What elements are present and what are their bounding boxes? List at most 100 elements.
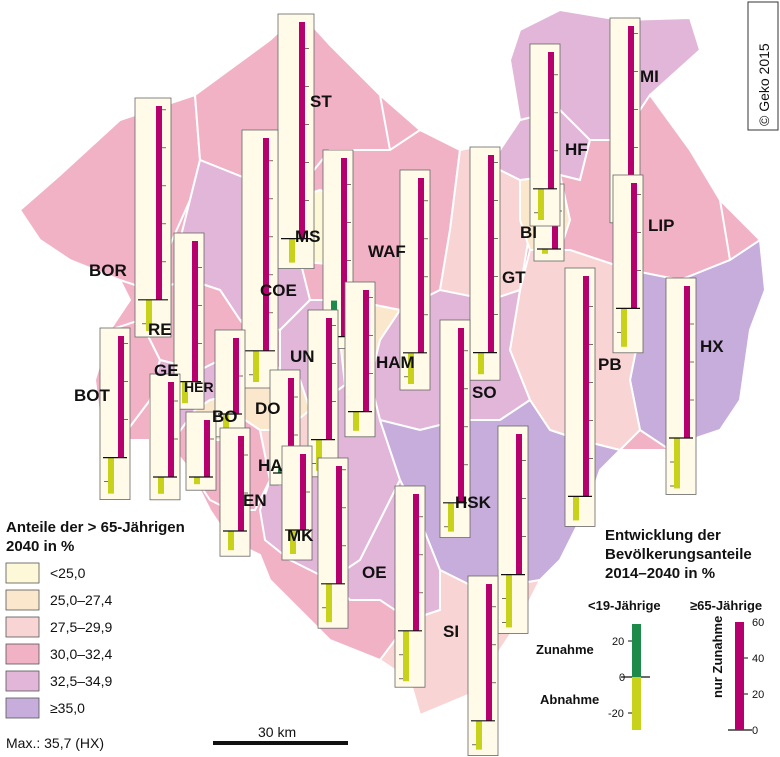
diagram-re — [173, 232, 205, 410]
bar-old-pb — [583, 276, 589, 497]
bar-young-bor — [146, 299, 152, 331]
legend-class-label-2: 25,0–27,4 — [50, 592, 112, 608]
diagram-box-hf — [529, 43, 561, 227]
legend-class-label-4: 30,0–32,4 — [50, 646, 112, 662]
diagram-hx — [665, 277, 697, 495]
legend-class-label-5: 32,5–34,9 — [50, 673, 112, 689]
bar-young-ha — [290, 530, 296, 554]
diagram-box-st — [277, 13, 315, 270]
bar-young-bot — [108, 457, 114, 494]
bar-old-waf — [418, 178, 424, 353]
legend-swatch-2 — [5, 589, 40, 611]
legend-young-ticks: 20 0 -20 — [608, 636, 632, 720]
label-re: RE — [148, 320, 172, 339]
legend-old-tick-20: 20 — [752, 689, 764, 701]
bar-old-un — [326, 318, 332, 440]
legend-old-tick-40: 40 — [752, 653, 764, 665]
bar-young-si — [476, 720, 482, 750]
legend-title-line1: Anteile der > 65-Jährigen — [6, 519, 185, 536]
bar-old-hsk — [516, 434, 522, 575]
diagram-gt — [469, 146, 501, 381]
label-pb: PB — [598, 355, 622, 374]
label-st: ST — [310, 92, 332, 111]
label-en: EN — [243, 491, 267, 510]
diagram-si — [467, 575, 499, 757]
diagram-box-her — [214, 329, 246, 438]
diagram-bo — [185, 411, 217, 491]
diagram-box-en — [219, 427, 251, 557]
bar-young-un — [316, 439, 322, 471]
label-ha: HA — [258, 456, 283, 475]
bar-young-hx — [674, 438, 680, 489]
diagram-bot — [99, 327, 131, 501]
label-do: DO — [255, 399, 281, 418]
bar-young-re — [182, 381, 188, 404]
label-oe: OE — [362, 563, 387, 582]
bar-old-si — [486, 584, 492, 721]
bar-old-ms — [341, 158, 347, 337]
bar-young-en — [228, 531, 234, 551]
diagram-box-ham — [344, 281, 376, 438]
diagram-box-hsk — [497, 425, 529, 634]
diagram-mk — [317, 457, 349, 629]
legend-swatch-3 — [5, 616, 40, 638]
diagram-waf — [399, 169, 431, 391]
label-coe: COE — [260, 281, 297, 300]
diagram-bor — [134, 97, 172, 338]
legend-young-tick-20: 20 — [612, 636, 624, 648]
legend-increase-label: Zunahme — [536, 642, 594, 657]
bar-old-oe — [413, 494, 419, 631]
diagram-ham — [344, 281, 376, 438]
legend-old-bar — [735, 622, 744, 730]
label-ms: MS — [295, 227, 321, 246]
diagram-box-bot — [99, 327, 131, 501]
legend-swatch-1 — [5, 562, 40, 584]
copyright-text: © Geko 2015 — [756, 43, 772, 126]
label-bi: BI — [520, 223, 537, 242]
legend-old-label: ≥65-Jährige — [690, 598, 762, 613]
diagram-so — [439, 319, 471, 539]
label-hf: HF — [565, 140, 588, 159]
label-gt: GT — [502, 268, 526, 287]
diagram-box-oe — [394, 485, 426, 688]
bar-old-her — [233, 338, 239, 414]
diagram-box-mk — [317, 457, 349, 629]
diagram-ge — [149, 373, 181, 501]
diagram-en — [219, 427, 251, 557]
legend-swatch-5 — [5, 670, 40, 692]
legend-class-label-3: 27,5–29,9 — [50, 619, 112, 635]
bar-old-re — [192, 241, 198, 382]
bar-old-mi — [628, 26, 634, 186]
legend-title-line2: 2040 in % — [6, 538, 74, 555]
diagram-box-coe — [241, 129, 279, 389]
label-bot: BOT — [74, 386, 111, 405]
legend-class-label-6: ≥35,0 — [50, 700, 85, 716]
label-ham: HAM — [376, 353, 415, 372]
diagram-her — [214, 329, 246, 438]
district-labels: ST BOR COE MS WAF GT BI MI HF LIP HX PB … — [74, 67, 724, 641]
legend-diagram: Entwicklung der Bevölkerungsanteile 2014… — [536, 527, 764, 737]
scale-bar: 30 km — [213, 724, 348, 745]
bar-young-bo — [194, 477, 200, 485]
bar-old-gt — [488, 155, 494, 353]
diagram-coe — [241, 129, 279, 389]
bar-old-mk — [336, 466, 342, 584]
diagram-box-lip — [612, 174, 644, 354]
bar-young-coe — [253, 350, 259, 382]
bar-young-st — [289, 238, 295, 263]
diagram-box-bor — [134, 97, 172, 338]
legend-classes: <25,0 25,0–27,4 27,5–29,9 30,0–32,4 32,5–34,… — [5, 562, 112, 719]
label-hx: HX — [700, 337, 724, 356]
bar-old-coe — [263, 138, 269, 351]
label-mi: MI — [640, 67, 659, 86]
legend-class-label-1: <25,0 — [50, 565, 86, 581]
bar-young-hf — [538, 188, 544, 220]
bar-young-ge — [158, 477, 164, 494]
legend-old-ticks: 60 40 20 0 — [744, 617, 764, 737]
bar-young-gt — [478, 352, 484, 375]
legend-max-note: Max.: 35,7 (HX) — [6, 735, 104, 751]
diagram-box-hx — [665, 277, 697, 495]
diagram-box-gt — [469, 146, 501, 381]
diagram-st — [277, 13, 315, 270]
